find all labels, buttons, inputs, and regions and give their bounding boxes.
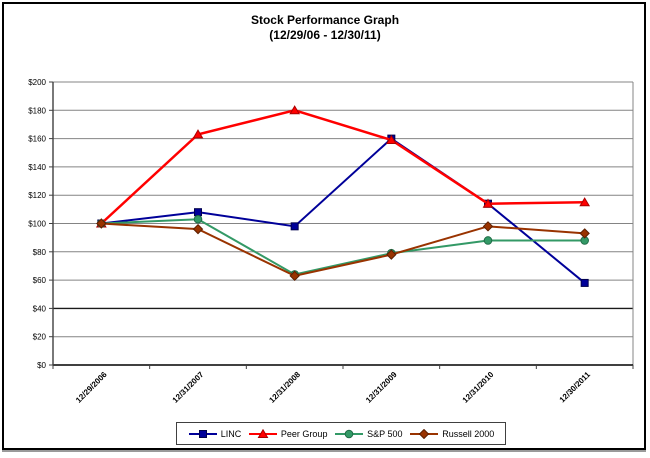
series-peer-group — [95, 105, 591, 228]
data-point — [96, 218, 107, 229]
legend-item: LINC — [188, 428, 242, 439]
y-tick-label: $20 — [33, 333, 47, 342]
data-point — [289, 270, 300, 282]
chart-legend: LINC Peer Group S&P 500 Russell 2000 — [176, 422, 506, 445]
y-tick-label: $140 — [28, 163, 46, 172]
chart-subtitle: (12/29/06 - 12/30/11) — [269, 28, 381, 42]
gridlines — [53, 81, 634, 365]
legend-item: Russell 2000 — [409, 428, 495, 439]
y-tick-label: $80 — [33, 248, 47, 257]
chart-title-block: Stock Performance Graph (12/29/06 - 12/3… — [0, 13, 650, 43]
data-point — [198, 429, 207, 438]
data-point — [482, 221, 494, 232]
y-axis-labels: $200 $180 $160 $140 $120 $100 $80 $60 $40 $20 $0 — [28, 78, 46, 370]
y-tick-label: $100 — [28, 220, 46, 229]
data-point — [289, 105, 301, 115]
legend-item: Peer Group — [248, 428, 328, 439]
data-point — [194, 208, 202, 217]
data-point — [257, 428, 269, 438]
chart-title: Stock Performance Graph — [250, 13, 400, 27]
legend-item-label: LINC — [220, 428, 242, 439]
data-point — [192, 129, 204, 139]
legend-item-label: Peer Group — [280, 428, 328, 439]
y-tick-label: $60 — [33, 276, 47, 285]
y-tick-label: $160 — [28, 135, 46, 144]
data-point — [579, 228, 590, 239]
data-point — [290, 222, 299, 231]
x-tick-label: 12/31/2009 — [364, 370, 399, 405]
data-point — [344, 429, 354, 438]
y-tick-label: $0 — [37, 361, 46, 370]
x-tick-label: 12/31/2008 — [267, 370, 302, 405]
data-point — [193, 214, 203, 224]
data-point — [482, 198, 494, 208]
data-point — [386, 249, 397, 260]
series-line — [101, 218, 585, 276]
data-point — [483, 236, 493, 245]
axes — [49, 81, 634, 369]
series-line — [101, 222, 585, 277]
y-tick-label: $120 — [28, 191, 46, 200]
circle-legend-marker-icon — [335, 429, 364, 438]
y-tick-label: $40 — [33, 304, 47, 313]
data-point — [192, 223, 204, 235]
outer-border — [2, 2, 646, 450]
data-point — [385, 134, 397, 145]
diamond-legend-marker-icon — [410, 428, 439, 439]
legend-item: S&P 500 — [334, 428, 403, 439]
data-point — [579, 197, 591, 207]
x-tick-label: 12/29/2006 — [74, 370, 109, 405]
series-line — [101, 137, 586, 284]
x-axis-labels: 12/29/2006 12/31/2007 12/31/2008 12/31/2009… — [74, 370, 592, 405]
x-tick-label: 12/31/2010 — [461, 370, 496, 405]
data-point — [580, 278, 589, 287]
x-tick-label: 12/30/2011 — [558, 370, 593, 405]
y-tick-label: $200 — [28, 78, 46, 87]
data-point — [419, 428, 430, 439]
triangle-legend-marker-icon — [248, 428, 277, 438]
y-tick-label: $180 — [28, 106, 46, 115]
x-tick-label: 12/31/2007 — [171, 370, 206, 405]
legend-item-label: Russell 2000 — [442, 428, 495, 439]
series-russell-2000 — [96, 218, 590, 282]
square-legend-marker-icon — [188, 429, 217, 438]
legend-item-label: S&P 500 — [367, 428, 403, 439]
series-line — [100, 109, 585, 225]
